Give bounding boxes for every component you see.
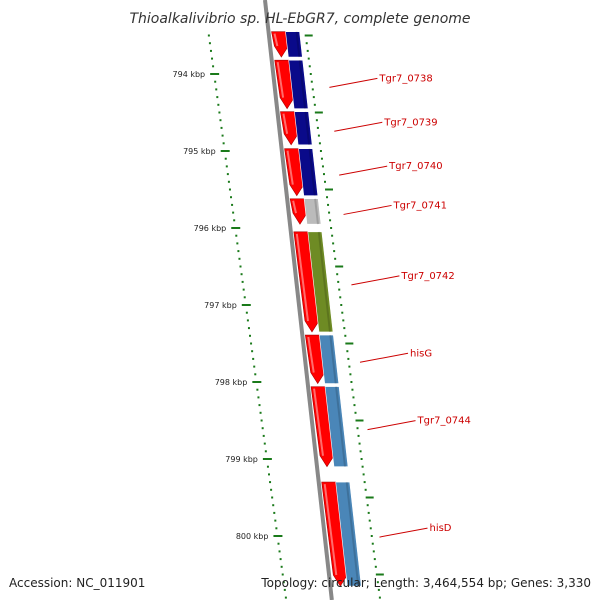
gene-arrow-highlight — [282, 113, 289, 135]
gene-arrow-highlight — [273, 33, 279, 47]
tick-label: 795 kbp — [183, 147, 216, 156]
gene-cog-block — [335, 481, 362, 587]
tick-label: 797 kbp — [204, 301, 237, 310]
genome-backbone — [263, 0, 334, 600]
gene-cog-shade — [304, 111, 311, 145]
gene-cog-block — [318, 334, 340, 384]
gene-arrow-highlight — [276, 61, 285, 98]
gene-cog-shade — [329, 334, 337, 384]
gene-label-leader — [329, 77, 378, 88]
gene-label-leader — [339, 165, 388, 176]
gene-cog-block — [285, 31, 303, 58]
gene-arrow-highlight — [307, 336, 315, 373]
tick-label: 796 kbp — [194, 224, 227, 233]
gene-label-text: Tgr7_0741 — [393, 200, 447, 211]
gene-cog-block — [307, 231, 334, 333]
gene-cog-block — [303, 198, 322, 225]
gene-cog-block — [294, 111, 313, 146]
gene-cog-shade — [317, 231, 331, 333]
gene-label-text: Tgr7_0739 — [383, 117, 437, 128]
gene-labels: Tgr7_0738 Tgr7_0739 Tgr7_0740 Tgr7_0741 Tgr7… — [329, 73, 471, 538]
gene-label-text: hisD — [429, 523, 451, 534]
gene-label-text: Tgr7_0740 — [388, 161, 442, 172]
gene-arrow-highlight — [295, 233, 309, 322]
gene-tracks — [271, 31, 362, 587]
accession-label: Accession: NC_011901 — [9, 576, 145, 590]
gene-label-text: hisG — [410, 348, 432, 359]
gene-label-text: Tgr7_0744 — [417, 416, 471, 427]
gene-arrow-highlight — [323, 483, 338, 576]
tick-label: 799 kbp — [225, 455, 258, 464]
gene-arrow-highlight — [286, 150, 294, 185]
gene-label-text: Tgr7_0738 — [378, 73, 432, 84]
tick-label: 794 kbp — [173, 70, 206, 79]
gene-cog-shade — [314, 198, 319, 225]
map-title: Thioalkalivibrio sp. HL-EbGR7, complete … — [129, 11, 470, 27]
gene-cog-block — [324, 386, 349, 468]
gene-label-leader — [379, 527, 428, 538]
gene-cog-block — [298, 148, 319, 196]
gene-label-text: Tgr7_0742 — [400, 271, 454, 282]
gene-cog-block — [288, 59, 309, 109]
genome-summary: Topology: circular; Length: 3,464,554 bp… — [260, 576, 591, 590]
gene-label-leader — [359, 352, 409, 363]
gene-cog-shade — [298, 60, 307, 109]
gene-label-leader — [367, 420, 416, 431]
gene-cog-shade — [295, 31, 301, 58]
gene-label-leader — [343, 204, 392, 215]
gene-cog-shade — [345, 481, 360, 587]
gene-cog-shade — [308, 148, 316, 196]
gene-arrow-highlight — [292, 200, 297, 214]
gene-cog-shade — [335, 386, 346, 467]
tick-label: 800 kbp — [236, 532, 269, 541]
tick-label: 798 kbp — [215, 378, 248, 387]
gene-label-leader — [351, 275, 400, 286]
gene-arrow-highlight — [313, 388, 324, 456]
scale-ticks: 794 kbp 795 kbp 796 kbp 797 kbp 798 kbp 799 k… — [173, 34, 384, 599]
gene-label-leader — [334, 121, 383, 132]
